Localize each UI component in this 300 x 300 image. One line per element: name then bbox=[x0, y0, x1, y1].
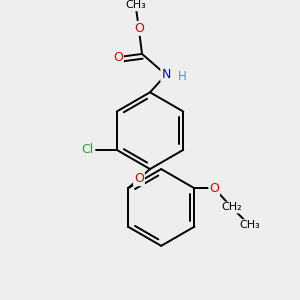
Text: O: O bbox=[209, 182, 219, 195]
Text: CH₃: CH₃ bbox=[125, 0, 146, 10]
Text: H: H bbox=[178, 70, 187, 83]
Text: CH₃: CH₃ bbox=[239, 220, 260, 230]
Text: O: O bbox=[134, 22, 144, 35]
Text: CH₂: CH₂ bbox=[221, 202, 242, 212]
Text: O: O bbox=[113, 51, 123, 64]
Text: O: O bbox=[134, 172, 144, 185]
Text: N: N bbox=[161, 68, 171, 81]
Text: Cl: Cl bbox=[81, 143, 93, 156]
